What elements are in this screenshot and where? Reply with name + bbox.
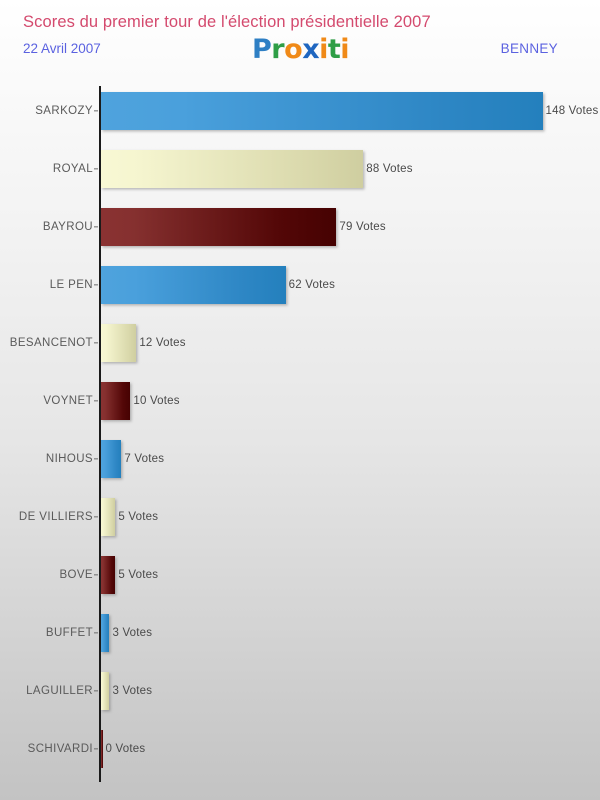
logo-letter-p-0: P: [252, 34, 272, 65]
axis-tick: [94, 690, 98, 692]
category-label-bove: BOVE: [59, 569, 93, 581]
bar-sarkozy[interactable]: [100, 92, 543, 130]
category-label-schivardi: SCHIVARDI: [27, 743, 93, 755]
value-label-laguiller: 3 Votes: [112, 685, 153, 697]
bar-row: LE PEN 62 Votes: [0, 256, 600, 314]
bar-nihous[interactable]: [100, 440, 122, 478]
axis-tick: [94, 400, 98, 402]
axis-tick: [94, 226, 98, 228]
bar-row: NIHOUS 7 Votes: [0, 430, 600, 488]
bar-voynet[interactable]: [100, 382, 131, 420]
value-label-de-villiers: 5 Votes: [118, 511, 159, 523]
logo-letter-r-1: r: [271, 34, 285, 65]
bar-row: DE VILLIERS 5 Votes: [0, 488, 600, 546]
bar-schivardi[interactable]: [100, 730, 103, 768]
axis-tick: [94, 110, 98, 112]
axis-tick: [94, 168, 98, 170]
logo-letter-o-2: o: [284, 34, 303, 65]
value-label-le-pen: 62 Votes: [288, 279, 336, 291]
bar-le-pen[interactable]: [100, 266, 286, 304]
category-label-royal: ROYAL: [52, 163, 93, 175]
bar-row: SARKOZY 148 Votes: [0, 82, 600, 140]
proxiti-logo[interactable]: Proxiti: [252, 34, 350, 65]
category-label-nihous: NIHOUS: [45, 453, 93, 465]
value-label-bayrou: 79 Votes: [339, 221, 386, 233]
value-label-royal: 88 Votes: [366, 163, 413, 175]
bar-row: VOYNET 10 Votes: [0, 372, 600, 430]
axis-tick: [94, 284, 98, 286]
bar-royal[interactable]: [100, 150, 364, 188]
chart-subtitle-date: 22 Avril 2007: [23, 41, 101, 56]
value-label-schivardi: 0 Votes: [105, 743, 146, 755]
value-label-nihous: 7 Votes: [124, 453, 165, 465]
axis-tick: [94, 748, 98, 750]
page-title: Scores du premier tour de l'élection pré…: [23, 13, 431, 31]
axis-tick: [94, 342, 98, 344]
bar-row: ROYAL 88 Votes: [0, 140, 600, 198]
logo-letter-i-4: i: [319, 34, 328, 65]
bar-row: BAYROU 79 Votes: [0, 198, 600, 256]
axis-tick: [94, 516, 98, 518]
bar-besancenot[interactable]: [100, 324, 137, 362]
bar-laguiller[interactable]: [100, 672, 110, 710]
logo-letter-i-6: i: [340, 34, 350, 65]
value-label-besancenot: 12 Votes: [139, 337, 186, 349]
logo-letter-x-3: x: [302, 34, 320, 65]
axis-tick: [94, 574, 98, 576]
bar-row: BUFFET 3 Votes: [0, 604, 600, 662]
category-label-buffet: BUFFET: [45, 627, 93, 639]
bar-row: BESANCENOT 12 Votes: [0, 314, 600, 372]
y-axis-line: [99, 86, 101, 782]
logo-letter-t-5: t: [327, 34, 341, 65]
axis-tick: [94, 632, 98, 634]
value-label-sarkozy: 148 Votes: [545, 105, 599, 117]
bar-de-villiers[interactable]: [100, 498, 116, 536]
bar-chart-plot-area: SARKOZY 148 Votes ROYAL 88 Votes BAYROU 79 Vo…: [0, 82, 600, 782]
category-label-sarkozy: SARKOZY: [35, 105, 93, 117]
category-label-de-villiers: DE VILLIERS: [18, 511, 93, 523]
category-label-besancenot: BESANCENOT: [9, 337, 93, 349]
bar-row: SCHIVARDI 0 Votes: [0, 720, 600, 778]
brand-label: BENNEY: [500, 41, 558, 56]
value-label-buffet: 3 Votes: [112, 627, 153, 639]
bar-row: BOVE 5 Votes: [0, 546, 600, 604]
bar-bove[interactable]: [100, 556, 116, 594]
value-label-bove: 5 Votes: [118, 569, 159, 581]
category-label-laguiller: LAGUILLER: [26, 685, 93, 697]
bar-bayrou[interactable]: [100, 208, 337, 246]
value-label-voynet: 10 Votes: [133, 395, 180, 407]
axis-tick: [94, 458, 98, 460]
chart-header: Scores du premier tour de l'élection pré…: [0, 0, 600, 82]
category-label-le-pen: LE PEN: [49, 279, 93, 291]
category-label-voynet: VOYNET: [43, 395, 93, 407]
category-label-bayrou: BAYROU: [42, 221, 93, 233]
bar-buffet[interactable]: [100, 614, 110, 652]
bar-row: LAGUILLER 3 Votes: [0, 662, 600, 720]
